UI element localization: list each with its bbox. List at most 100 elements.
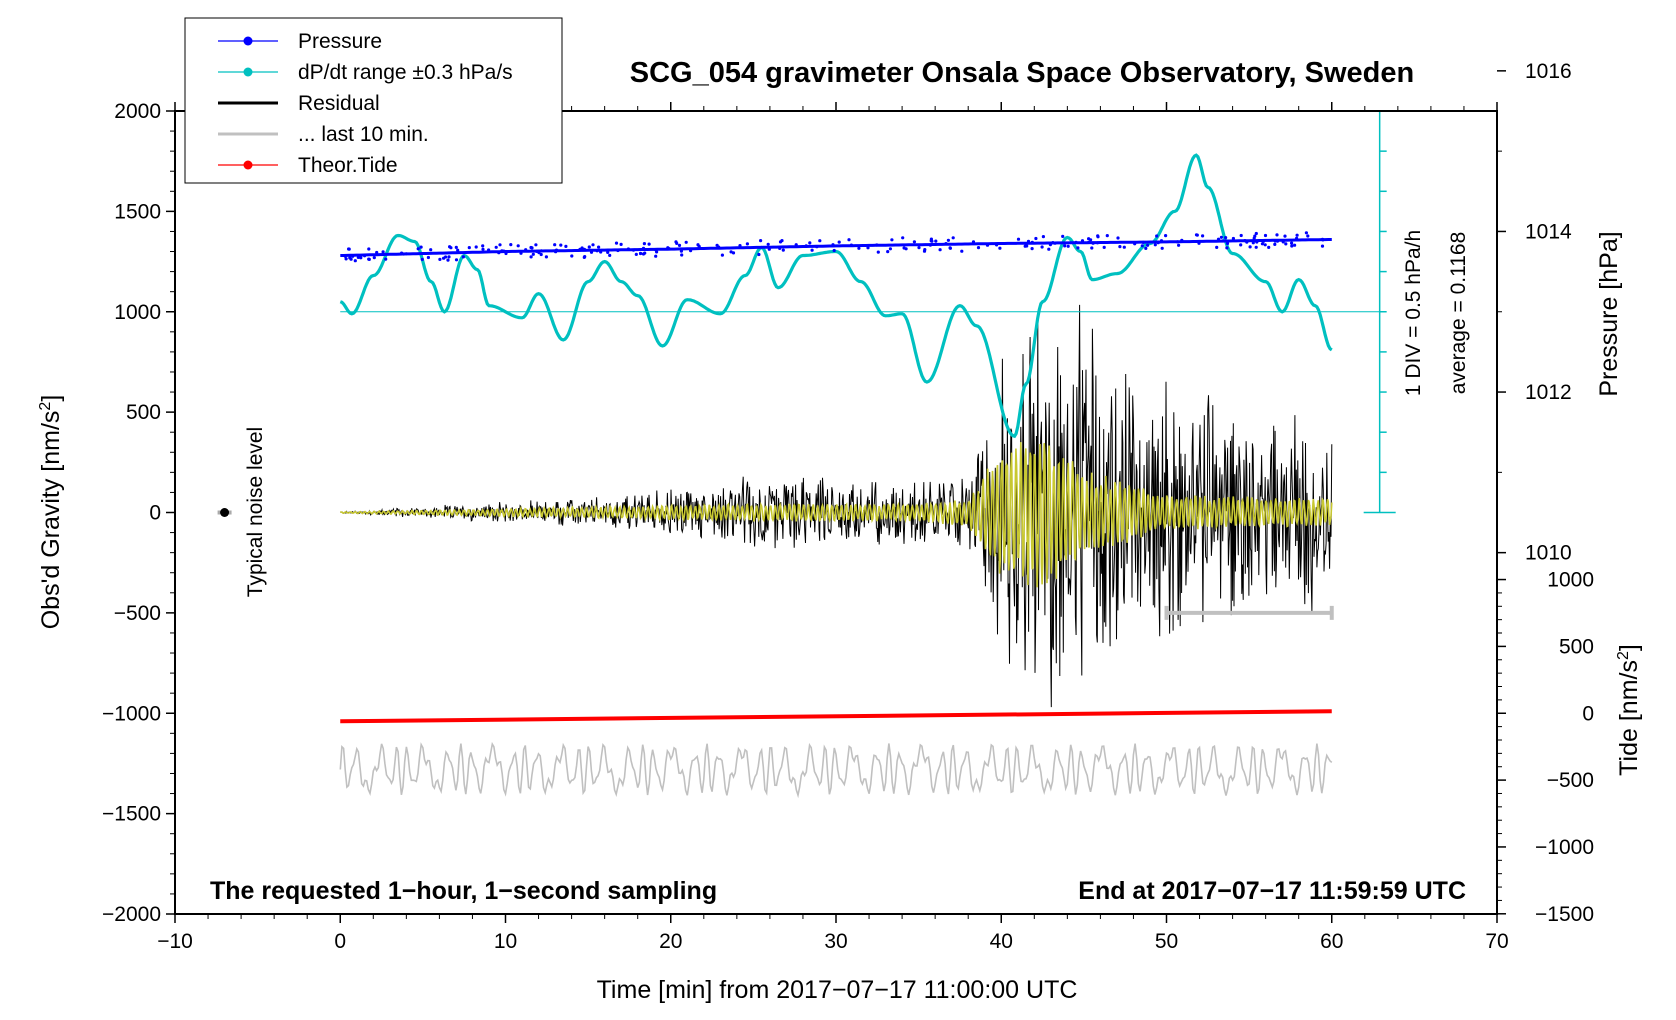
pressure-point: [1074, 240, 1078, 244]
pressure-point: [1231, 236, 1235, 241]
pressure-point: [1251, 241, 1255, 245]
pressure-point: [1239, 233, 1243, 238]
x-tick-label: 70: [1485, 930, 1508, 953]
pressure-point: [498, 243, 502, 247]
pressure-point: [985, 243, 990, 247]
pressure-point: [587, 245, 591, 249]
pressure-point: [654, 254, 658, 258]
tide-tick-label: 1000: [1547, 569, 1594, 592]
y-tick-label: 0: [149, 502, 161, 525]
pressure-point: [375, 250, 379, 255]
pressure-point: [948, 246, 953, 250]
pressure-point: [502, 249, 506, 253]
pressure-point: [808, 241, 812, 245]
pressure-point: [1040, 245, 1044, 249]
pressure-point: [759, 239, 763, 243]
pressure-point: [461, 255, 465, 259]
pressure-point: [384, 257, 388, 261]
pressure-point: [1197, 241, 1201, 245]
pressure-point: [454, 245, 458, 249]
pressure-point: [1048, 243, 1052, 247]
pressure-point: [1275, 233, 1279, 237]
pressure-point: [347, 247, 351, 251]
pressure-point: [1030, 240, 1034, 244]
pressure-point: [634, 252, 638, 256]
pressure-point: [1066, 244, 1070, 248]
y-tick-label: −2000: [102, 903, 161, 926]
pressure-point: [583, 255, 587, 259]
pressure-point: [343, 254, 347, 258]
pressure-point: [1016, 237, 1021, 241]
pressure-point: [815, 245, 819, 249]
pressure-point: [804, 244, 808, 248]
dpdt-series: [339, 153, 1380, 439]
pressure-point: [1260, 242, 1264, 246]
pressure-point: [544, 255, 549, 259]
pressure-point: [353, 259, 357, 263]
pressure-point: [831, 243, 835, 247]
x-tick-label: 20: [659, 930, 682, 953]
pressure-point: [1061, 234, 1065, 238]
pressure-point: [1283, 234, 1287, 238]
pressure-point: [998, 246, 1002, 250]
pressure-point: [1034, 236, 1038, 241]
x-tick-label: 30: [824, 930, 847, 953]
pressure-point: [1219, 235, 1223, 239]
pressure-point: [917, 246, 921, 250]
pressure-point: [929, 237, 934, 241]
pressure-point: [654, 248, 658, 252]
pressure-point: [1102, 245, 1106, 249]
pressure-point: [1248, 245, 1252, 249]
pressure-point: [715, 243, 719, 247]
pressure-point: [1275, 239, 1280, 243]
noise-line: [339, 741, 1333, 799]
pressure-point: [971, 240, 976, 244]
pressure-point: [597, 245, 601, 249]
pressure-point: [1290, 241, 1294, 245]
pressure-point: [559, 243, 563, 247]
pressure-point: [960, 249, 964, 253]
y-axis-title-pressure: Pressure [hPa]: [1595, 231, 1623, 396]
pressure-point: [487, 248, 491, 252]
pressure-point: [1281, 240, 1285, 244]
pressure-series: [340, 231, 1332, 263]
pressure-point: [1284, 242, 1288, 246]
pressure-point: [1217, 239, 1221, 243]
tide-tick-label: −500: [1547, 769, 1594, 792]
pressure-point: [1155, 234, 1159, 238]
pressure-point: [643, 251, 647, 255]
pressure-point: [524, 248, 528, 252]
pressure-point: [1254, 231, 1258, 236]
pressure-point: [1091, 241, 1095, 245]
pressure-tick-label: 1014: [1525, 220, 1572, 243]
div-label: 1 DIV = 0.5 hPa/h: [1402, 230, 1425, 396]
pressure-point: [631, 248, 636, 252]
x-tick-label: 40: [990, 930, 1013, 953]
pressure-point: [509, 243, 513, 247]
pressure-point: [720, 253, 725, 257]
tide-tick-label: 0: [1582, 702, 1594, 725]
pressure-point: [1144, 246, 1148, 250]
pressure-point: [531, 252, 535, 256]
tide-tick-label: 500: [1559, 635, 1594, 658]
y-tick-label: 500: [126, 401, 161, 424]
pressure-point: [928, 243, 933, 247]
pressure-point: [767, 247, 771, 251]
pressure-point: [351, 254, 355, 258]
pressure-point: [1261, 239, 1266, 243]
pressure-point: [359, 256, 363, 260]
y-axis-title-tide: Tide [nm/s2]: [1615, 644, 1643, 776]
x-tick-label: 60: [1320, 930, 1343, 953]
pressure-point: [1177, 243, 1181, 247]
pressure-point: [1095, 241, 1100, 245]
pressure-point: [766, 242, 770, 246]
pressure-point: [426, 255, 430, 260]
pressure-point: [1273, 242, 1277, 246]
pressure-point: [381, 250, 385, 254]
pressure-point: [1080, 239, 1085, 243]
pressure-point: [404, 252, 408, 256]
pressure-point: [680, 253, 684, 257]
pressure-point: [731, 251, 736, 255]
pressure-point: [1255, 240, 1259, 244]
